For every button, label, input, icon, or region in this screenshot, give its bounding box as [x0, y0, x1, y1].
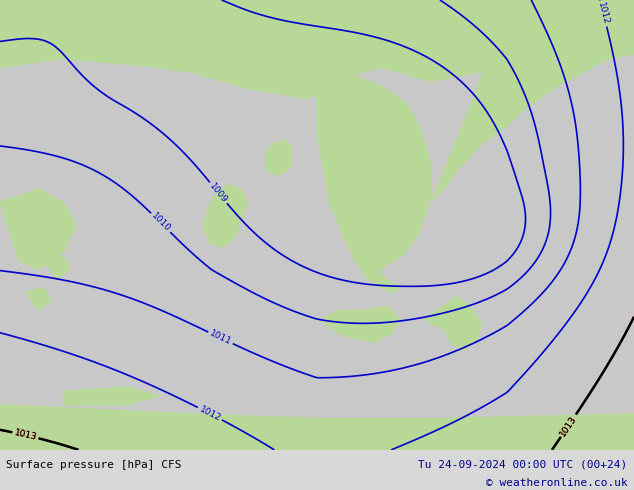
Text: 1013: 1013: [559, 414, 579, 438]
Text: 1010: 1010: [150, 211, 172, 234]
Polygon shape: [63, 387, 158, 405]
Polygon shape: [431, 0, 634, 202]
Text: 1011: 1011: [208, 329, 233, 347]
Text: © weatheronline.co.uk: © weatheronline.co.uk: [486, 478, 628, 488]
Polygon shape: [0, 405, 634, 450]
Text: 1012: 1012: [596, 1, 611, 26]
Text: 1009: 1009: [208, 181, 229, 205]
Polygon shape: [266, 140, 292, 175]
Text: Surface pressure [hPa] CFS: Surface pressure [hPa] CFS: [6, 460, 182, 469]
Polygon shape: [0, 189, 76, 270]
Polygon shape: [323, 306, 399, 342]
Text: 1013: 1013: [559, 414, 579, 438]
Text: 1012: 1012: [198, 404, 222, 423]
Text: 1013: 1013: [13, 428, 37, 442]
Polygon shape: [0, 0, 634, 99]
Text: 1013: 1013: [13, 428, 37, 442]
Polygon shape: [25, 288, 51, 310]
Polygon shape: [425, 297, 482, 351]
Text: Tu 24-09-2024 00:00 UTC (00+24): Tu 24-09-2024 00:00 UTC (00+24): [418, 460, 628, 469]
Polygon shape: [317, 76, 431, 293]
Polygon shape: [203, 184, 247, 247]
Polygon shape: [44, 256, 70, 279]
